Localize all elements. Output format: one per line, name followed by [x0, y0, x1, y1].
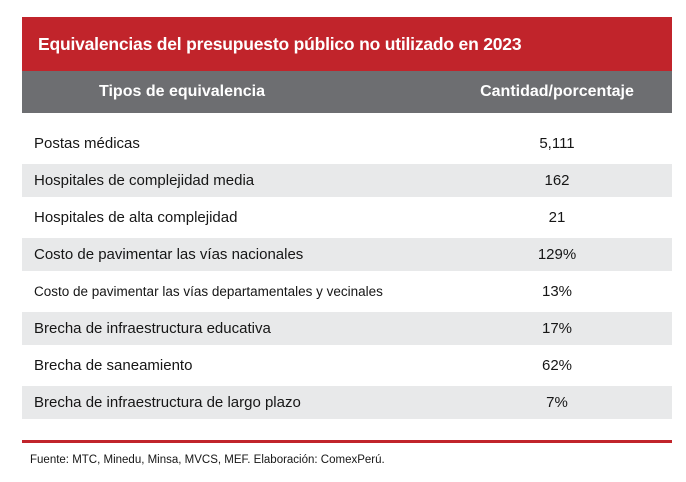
- table-body: Postas médicas 5,111 Hospitales de compl…: [22, 125, 672, 421]
- row-label: Brecha de infraestructura educativa: [34, 320, 271, 337]
- footer-rule: [22, 440, 672, 443]
- row-label: Costo de pavimentar las vías departament…: [34, 284, 383, 299]
- column-header-tipos: Tipos de equivalencia: [99, 83, 265, 100]
- chart-title: Equivalencias del presupuesto público no…: [38, 33, 522, 54]
- row-label: Brecha de saneamiento: [34, 357, 193, 374]
- source-note: Fuente: MTC, Minedu, Minsa, MVCS, MEF. E…: [30, 454, 385, 466]
- table-row: Brecha de infraestructura educativa 17%: [22, 310, 672, 347]
- row-value: 21: [548, 209, 566, 226]
- table-row: Postas médicas 5,111: [22, 125, 672, 162]
- column-header-cantidad: Cantidad/porcentaje: [480, 83, 634, 100]
- row-value: 162: [544, 172, 570, 189]
- title-band: Equivalencias del presupuesto público no…: [22, 17, 672, 71]
- row-label: Brecha de infraestructura de largo plazo: [34, 394, 301, 411]
- row-value: 7%: [546, 394, 568, 411]
- table-row: Costo de pavimentar las vías nacionales …: [22, 236, 672, 273]
- row-label: Hospitales de complejidad media: [34, 172, 255, 189]
- row-value: 5,111: [539, 135, 575, 152]
- row-label: Hospitales de alta complejidad: [34, 209, 238, 226]
- table-row: Brecha de infraestructura de largo plazo…: [22, 384, 672, 421]
- row-value: 17%: [541, 320, 573, 337]
- row-value: 129%: [537, 246, 577, 263]
- table-row: Hospitales de alta complejidad 21: [22, 199, 672, 236]
- row-value: 62%: [541, 357, 573, 374]
- row-value: 13%: [541, 283, 573, 300]
- row-label: Postas médicas: [34, 135, 140, 152]
- table-row: Brecha de saneamiento 62%: [22, 347, 672, 384]
- table-row: Hospitales de complejidad media 162: [22, 162, 672, 199]
- table-header-row: Tipos de equivalencia Cantidad/porcentaj…: [22, 71, 672, 113]
- table-row: Costo de pavimentar las vías departament…: [22, 273, 672, 310]
- row-label: Costo de pavimentar las vías nacionales: [34, 246, 304, 263]
